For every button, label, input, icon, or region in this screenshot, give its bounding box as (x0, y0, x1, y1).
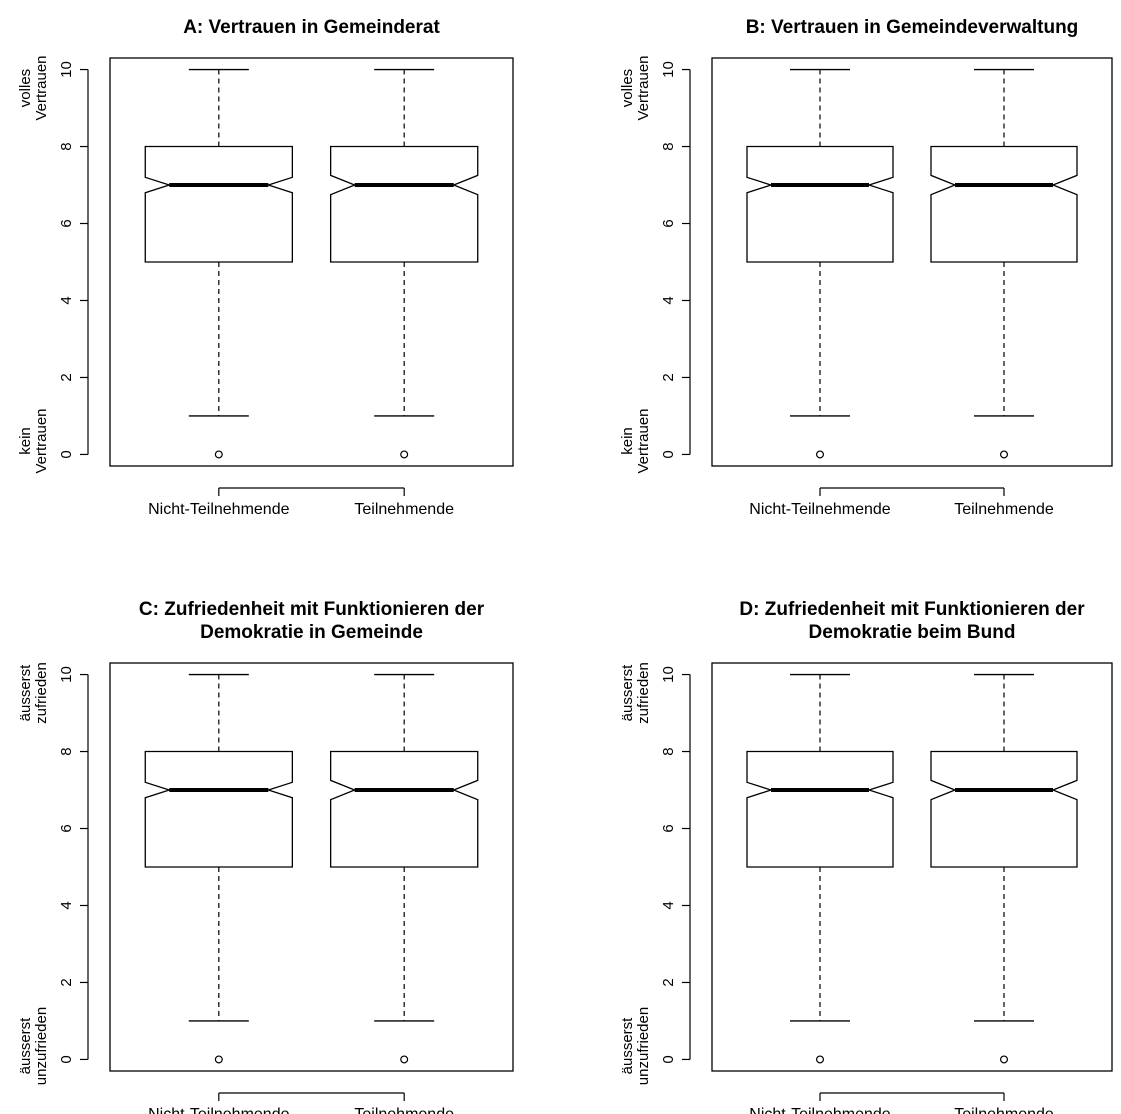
outlier-point (400, 450, 409, 459)
y-top-label-line: Vertrauen (33, 55, 50, 120)
panel-b: B: Vertrauen in Gemeindeverwaltung 0 2 4 6 8 1… (619, 17, 1113, 518)
notched-box (144, 750, 294, 868)
x-category-label: Nicht-Teilnehmende (148, 1106, 290, 1114)
y-top-label-line: äusserst (619, 664, 636, 722)
y-bottom-label-line: kein (17, 427, 34, 455)
y-bottom-label-line: Vertrauen (33, 408, 50, 473)
y-top-label-line: volles (619, 69, 636, 107)
y-tick-label: 8 (660, 142, 677, 150)
y-bottom-label-line: Vertrauen (635, 408, 652, 473)
plot-frame (711, 662, 1113, 1072)
plot-frame (109, 57, 514, 467)
x-category-label: Teilnehmende (354, 1106, 454, 1114)
y-tick-label: 6 (660, 219, 677, 227)
box-teilnehmende (930, 68, 1078, 459)
y-tick-label: 6 (58, 219, 75, 227)
panel-title: B: Vertrauen in Gemeindeverwaltung (746, 17, 1079, 38)
notched-box (930, 145, 1078, 263)
y-tick-label: 6 (58, 824, 75, 832)
y-top-label-line: äusserst (17, 664, 34, 722)
panel-a: A: Vertrauen in Gemeinderat 0 2 4 6 8 10 volles… (17, 17, 514, 518)
panel-c: C: Zufriedenheit mit Funktionieren derDe… (17, 599, 514, 1114)
y-top-label: volles Vertrauen (619, 55, 652, 120)
y-tick-label: 0 (660, 450, 677, 458)
y-tick-label: 8 (660, 747, 677, 755)
outlier-point (999, 1055, 1008, 1064)
box-nicht-teilnehmende (144, 673, 294, 1064)
y-top-label: äusserst zufrieden (619, 662, 652, 724)
notched-box (746, 145, 894, 263)
y-top-label-line: Vertrauen (635, 55, 652, 120)
y-tick-label: 0 (58, 450, 75, 458)
outlier-point (214, 1055, 223, 1064)
y-tick-label: 2 (660, 373, 677, 381)
y-bottom-label-line: unzufrieden (33, 1007, 50, 1085)
y-bottom-label-line: kein (619, 427, 636, 455)
y-tick-label: 8 (58, 142, 75, 150)
panel-title: C: Zufriedenheit mit Funktionieren derDe… (139, 599, 485, 643)
plot-frame (711, 57, 1113, 467)
box-nicht-teilnehmende (746, 673, 894, 1064)
notched-box (930, 750, 1078, 868)
panel-title: D: Zufriedenheit mit Funktionieren derDe… (739, 599, 1085, 643)
y-bottom-label-line: äusserst (17, 1017, 34, 1075)
notched-box (329, 145, 479, 263)
x-category-label: Teilnehmende (954, 501, 1054, 518)
panel-title-line: Demokratie in Gemeinde (200, 622, 423, 643)
y-tick-label: 10 (660, 666, 677, 683)
x-category-label: Teilnehmende (354, 501, 454, 518)
box-nicht-teilnehmende (144, 68, 294, 459)
notched-box (746, 750, 894, 868)
y-tick-label: 10 (58, 61, 75, 78)
notched-box (329, 750, 479, 868)
notched-box (144, 145, 294, 263)
y-tick-label: 10 (58, 666, 75, 683)
panel-title: A: Vertrauen in Gemeinderat (183, 17, 440, 38)
y-top-label-line: zufrieden (33, 662, 50, 724)
panel-title-line: Demokratie beim Bund (809, 622, 1016, 643)
y-bottom-label: äusserst unzufrieden (619, 1007, 652, 1085)
y-tick-label: 2 (58, 978, 75, 986)
y-tick-label: 4 (58, 901, 75, 909)
y-tick-label: 2 (660, 978, 677, 986)
outlier-point (815, 1055, 824, 1064)
panel-title-line: A: Vertrauen in Gemeinderat (183, 17, 440, 38)
outlier-point (214, 450, 223, 459)
y-top-label-line: volles (17, 69, 34, 107)
y-tick-label: 4 (660, 901, 677, 909)
y-bottom-label-line: unzufrieden (635, 1007, 652, 1085)
x-category-label: Nicht-Teilnehmende (148, 501, 290, 518)
y-top-label: äusserst zufrieden (17, 662, 50, 724)
box-nicht-teilnehmende (746, 68, 894, 459)
y-tick-label: 4 (58, 296, 75, 304)
panel-title-line: B: Vertrauen in Gemeindeverwaltung (746, 17, 1079, 38)
y-top-label: volles Vertrauen (17, 55, 50, 120)
y-tick-label: 6 (660, 824, 677, 832)
y-bottom-label: äusserst unzufrieden (17, 1007, 50, 1085)
box-teilnehmende (930, 673, 1078, 1064)
panel-d: D: Zufriedenheit mit Funktionieren derDe… (619, 599, 1113, 1114)
box-teilnehmende (329, 673, 479, 1064)
x-category-label: Teilnehmende (954, 1106, 1054, 1114)
y-tick-label: 2 (58, 373, 75, 381)
box-teilnehmende (329, 68, 479, 459)
y-tick-label: 0 (58, 1055, 75, 1063)
y-tick-label: 10 (660, 61, 677, 78)
x-category-label: Nicht-Teilnehmende (749, 1106, 891, 1114)
outlier-point (400, 1055, 409, 1064)
y-tick-label: 4 (660, 296, 677, 304)
y-top-label-line: zufrieden (635, 662, 652, 724)
plot-frame (109, 662, 514, 1072)
outlier-point (999, 450, 1008, 459)
panel-title-line: C: Zufriedenheit mit Funktionieren der (139, 599, 485, 620)
y-bottom-label-line: äusserst (619, 1017, 636, 1075)
panel-title-line: D: Zufriedenheit mit Funktionieren der (739, 599, 1085, 620)
outlier-point (815, 450, 824, 459)
y-tick-label: 8 (58, 747, 75, 755)
y-tick-label: 0 (660, 1055, 677, 1063)
y-bottom-label: kein Vertrauen (17, 408, 50, 473)
x-category-label: Nicht-Teilnehmende (749, 501, 891, 518)
y-bottom-label: kein Vertrauen (619, 408, 652, 473)
